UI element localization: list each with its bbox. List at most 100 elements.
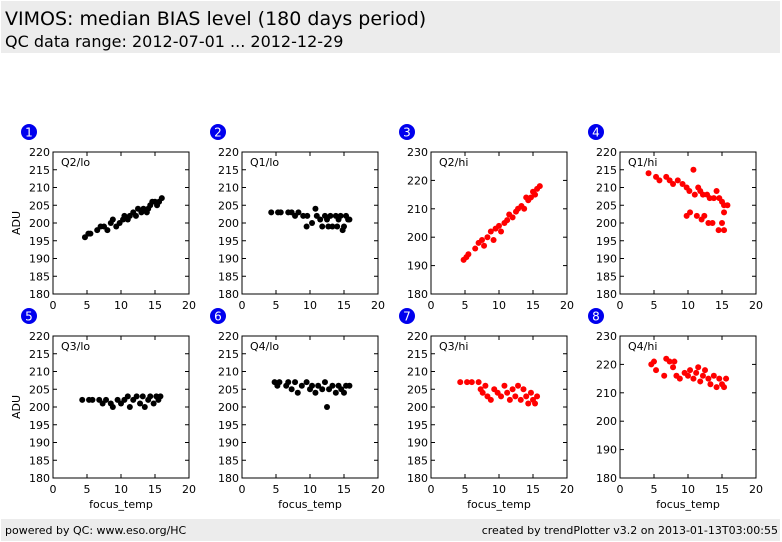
data-point: [268, 209, 275, 216]
data-point: [506, 396, 513, 403]
x-tick-label: 15: [715, 483, 729, 496]
y-tick-label: 180: [218, 288, 239, 301]
x-tick-label: 0: [617, 299, 624, 312]
data-point: [285, 379, 292, 386]
panel-badge-number: 3: [403, 126, 411, 140]
y-tick-label: 215: [407, 348, 428, 361]
panel-badge-number: 8: [592, 310, 600, 324]
data-point: [690, 375, 697, 382]
y-tick-label: 215: [29, 164, 50, 177]
y-tick-label: 205: [29, 199, 50, 212]
y-tick-label: 200: [596, 217, 617, 230]
y-tick-label: 195: [407, 419, 428, 432]
y-tick-label: 200: [218, 217, 239, 230]
y-tick-label: 220: [596, 358, 617, 371]
data-point: [699, 372, 706, 379]
x-tick-label: 5: [84, 483, 91, 496]
y-tick-label: 210: [407, 203, 428, 216]
y-tick-label: 185: [218, 270, 239, 283]
data-point: [515, 382, 522, 389]
data-point: [701, 212, 708, 219]
data-point: [674, 177, 681, 184]
data-point: [309, 220, 316, 226]
data-point: [498, 228, 505, 235]
data-point: [341, 389, 347, 396]
y-tick-label: 200: [218, 401, 239, 414]
data-point: [103, 396, 110, 403]
data-point: [532, 191, 539, 198]
data-point: [723, 375, 730, 382]
data-point: [303, 379, 310, 386]
data-point: [126, 404, 133, 410]
x-axis-label: focus_temp: [89, 498, 153, 511]
y-tick-label: 180: [218, 472, 239, 485]
data-point: [141, 404, 148, 410]
x-tick-label: 5: [462, 483, 469, 496]
data-point: [504, 217, 511, 224]
panel-badge: [210, 308, 226, 324]
y-tick-label: 205: [218, 199, 239, 212]
data-point: [298, 382, 305, 389]
data-point: [721, 227, 728, 234]
y-tick-label: 220: [218, 330, 239, 343]
data-point: [691, 191, 698, 198]
plot-area: [619, 151, 757, 295]
y-tick-label: 180: [29, 472, 50, 485]
data-point: [679, 180, 686, 187]
panel-badge: [21, 308, 37, 324]
y-tick-label: 190: [407, 437, 428, 450]
panel-badge: [588, 308, 604, 324]
header-bar: VIMOS: median BIAS level (180 days perio…: [1, 1, 780, 53]
data-point: [670, 180, 677, 187]
panel-label: Q3/hi: [439, 340, 468, 353]
panel-badge-number: 4: [592, 126, 600, 140]
x-tick-label: 20: [182, 299, 196, 312]
data-point: [713, 188, 720, 195]
data-point: [719, 220, 725, 226]
x-tick-label: 10: [681, 299, 695, 312]
data-point: [479, 389, 486, 396]
data-point: [341, 223, 347, 230]
y-tick-label: 220: [29, 146, 50, 159]
data-point: [686, 188, 693, 195]
panel-badge-number: 5: [25, 310, 33, 324]
y-tick-label: 200: [407, 401, 428, 414]
data-point: [484, 234, 491, 241]
y-tick-label: 180: [407, 472, 428, 485]
data-point: [334, 223, 341, 230]
data-point: [693, 369, 700, 376]
footer-powered-by: powered by QC: www.eso.org/HC: [5, 524, 187, 537]
data-point: [656, 177, 663, 184]
y-tick-label: 190: [218, 253, 239, 266]
y-tick-label: 200: [407, 231, 428, 244]
data-point: [521, 205, 528, 212]
y-tick-label: 220: [407, 174, 428, 187]
x-tick-label: 0: [50, 483, 57, 496]
x-tick-label: 20: [749, 483, 763, 496]
x-tick-label: 0: [50, 299, 57, 312]
y-tick-label: 210: [218, 366, 239, 379]
subplot-2: 20 5 10 15 20180185190195200205210215220Q1/l…: [210, 124, 385, 312]
footer-created-by: created by trendPlotter v3.2 on 2013-01-…: [481, 524, 778, 537]
x-tick-label: 0: [428, 483, 435, 496]
data-point: [327, 212, 334, 219]
y-tick-label: 195: [596, 235, 617, 248]
data-point: [695, 364, 702, 371]
x-axis-label: focus_temp: [656, 498, 720, 511]
x-tick-label: 15: [715, 299, 729, 312]
subplot-7: 7 0 5 10 15 20 180 185 190 195 200 205 210 215 220 Q3/h…: [399, 308, 574, 511]
data-point: [651, 358, 657, 365]
data-point: [707, 381, 714, 388]
data-point: [157, 393, 164, 400]
data-point: [337, 212, 344, 219]
y-tick-label: 180: [596, 288, 617, 301]
data-point: [490, 237, 497, 244]
data-point: [325, 223, 332, 230]
data-point: [288, 386, 295, 393]
x-tick-label: 10: [303, 483, 317, 496]
x-tick-label: 15: [337, 483, 351, 496]
data-point: [89, 396, 96, 403]
data-point: [670, 364, 677, 371]
data-point: [329, 382, 336, 389]
